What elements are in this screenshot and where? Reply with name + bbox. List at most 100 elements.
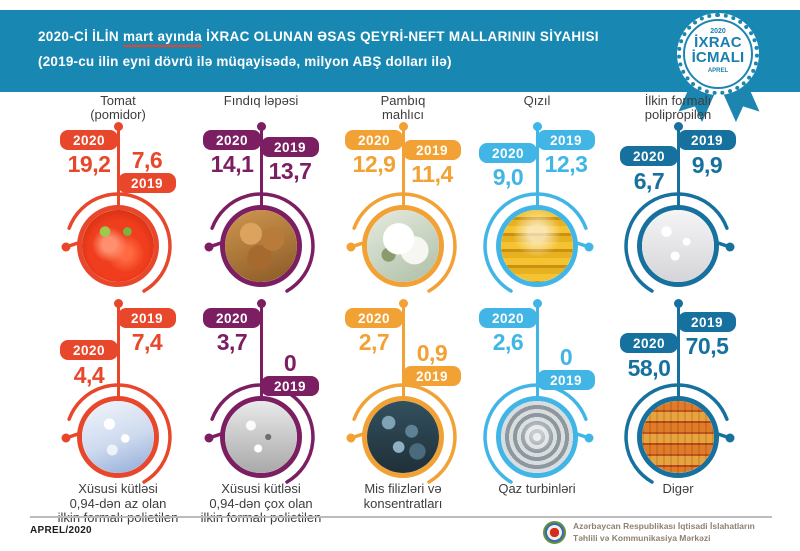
badge-month: APREL (707, 67, 729, 74)
value-2020: 14,1 (210, 151, 254, 177)
product-circle (61, 189, 175, 303)
product-card-gas-turbines: 2020 2,6 0 2019 Qaz turbinləri (465, 296, 609, 542)
value-2020: 58,0 (627, 355, 671, 381)
value-2019: 13,7 (268, 158, 312, 184)
deco-arc-icon (204, 192, 315, 293)
title-highlight: mart ayında (122, 29, 203, 47)
pole (535, 126, 539, 248)
pole (259, 126, 263, 248)
badge-year: 2020 (710, 28, 726, 35)
value-2020: 19,2 (67, 151, 111, 177)
deco-arc-icon (483, 192, 594, 293)
value-2019: 0,9 (416, 340, 448, 366)
product-title: Qızıl (523, 93, 551, 108)
export-review-badge: 2020 İXRAC İCMALI APREL (672, 13, 766, 121)
pole (116, 303, 120, 439)
year-tag-2019: 2019 (537, 370, 595, 390)
product-card-other: 2020 58,0 2019 70,5 Digər (606, 296, 750, 542)
product-card-copper-ore: 2020 2,7 0,9 2019 Mis filizləri və konse… (331, 296, 475, 542)
value-2019: 0 (559, 344, 573, 370)
product-circle (346, 380, 460, 494)
product-circle (621, 380, 735, 494)
title-prefix: 2020-Cİ İLİN (38, 29, 119, 44)
year-tag-2019: 2019 (118, 173, 176, 193)
year-tag-2020: 2020 (479, 308, 537, 328)
year-tag-2019: 2019 (261, 137, 319, 157)
polyethylene-high-granules-image (225, 401, 297, 473)
value-2020: 2,7 (358, 329, 390, 355)
deco-arc-icon (204, 383, 315, 484)
deco-arc-icon (624, 383, 735, 484)
year-tag-2020: 2020 (60, 130, 118, 150)
gas-turbine-image (501, 401, 573, 473)
product-card-polyethylene-low: 2020 4,4 2019 7,4 Xüsusi kütləsi 0,94-də… (46, 296, 190, 542)
year-tag-2019: 2019 (261, 376, 319, 396)
deco-arc-icon (346, 192, 457, 293)
pole (259, 303, 263, 439)
image-ring (637, 205, 719, 287)
product-label: Digər (662, 481, 694, 496)
year-tag-2019: 2019 (403, 366, 461, 386)
product-label: Qaz turbinləri (498, 481, 576, 496)
image-ring (77, 205, 159, 287)
year-tag-2020: 2020 (345, 308, 403, 328)
tomato-image (82, 210, 154, 282)
deco-arc-icon (61, 192, 172, 293)
product-card-gold: Qızıl 2020 9,0 2019 12,3 (465, 93, 609, 303)
value-2019: 7,4 (131, 329, 163, 355)
image-ring (220, 396, 302, 478)
year-tag-2019: 2019 (403, 140, 461, 160)
deco-arc-icon (624, 192, 735, 293)
product-label: Mis filizləri və konsentratları (363, 481, 443, 511)
product-circle (480, 380, 594, 494)
product-circle (204, 380, 318, 494)
title-suffix: İXRAC OLUNAN ƏSAS QEYRİ-NEFT MALLARININ … (206, 29, 599, 44)
value-2020: 9,0 (492, 164, 524, 190)
product-card-cotton: Pambıq mahlıcı 2020 12,9 2019 11,4 (331, 93, 475, 303)
cotton-image (367, 210, 439, 282)
header-band: 2020-Cİ İLİN mart ayında İXRAC OLUNAN ƏS… (0, 10, 800, 92)
value-2019: 12,3 (544, 151, 588, 177)
product-circle (621, 189, 735, 303)
deco-arc-icon (346, 383, 457, 484)
product-circle (480, 189, 594, 303)
badge-title-line2: İCMALI (691, 49, 745, 67)
value-2019: 11,4 (411, 161, 453, 187)
polyethylene-low-granules-image (82, 401, 154, 473)
product-title: Pambıq mahlıcı (380, 93, 426, 123)
organization: Azərbaycan Respublikası İqtisadi İslahat… (543, 521, 755, 544)
image-ring (220, 205, 302, 287)
image-ring (637, 396, 719, 478)
pole (676, 126, 680, 248)
footer-divider (30, 516, 772, 518)
product-title: İlkin formalı polipropilen (644, 93, 712, 123)
hazelnut-image (225, 210, 297, 282)
year-tag-2019: 2019 (537, 130, 595, 150)
org-name: Azərbaycan Respublikası İqtisadi İslahat… (573, 521, 755, 543)
value-2019: 70,5 (685, 333, 729, 359)
year-tag-2020: 2020 (60, 340, 118, 360)
page-title: 2020-Cİ İLİN mart ayında İXRAC OLUNAN ƏS… (38, 29, 599, 47)
value-2020: 2,6 (492, 329, 524, 355)
image-ring (496, 205, 578, 287)
image-ring (496, 396, 578, 478)
value-2020: 3,7 (216, 329, 248, 355)
year-tag-2020: 2020 (345, 130, 403, 150)
value-2019: 0 (283, 350, 297, 376)
deco-arc-icon (483, 383, 594, 484)
value-2019: 7,6 (131, 147, 163, 173)
year-tag-2019: 2019 (118, 308, 176, 328)
product-card-polypropylene: İlkin formalı polipropilen 2020 6,7 2019… (606, 93, 750, 303)
year-tag-2020: 2020 (479, 143, 537, 163)
image-ring (77, 396, 159, 478)
deco-arc-icon (61, 383, 172, 484)
pole (401, 126, 405, 248)
pole (676, 303, 680, 439)
image-ring (362, 396, 444, 478)
product-circle (346, 189, 460, 303)
value-2020: 6,7 (633, 168, 665, 194)
badge-circle: 2020 İXRAC İCMALI APREL (683, 19, 753, 89)
year-tag-2020: 2020 (620, 146, 678, 166)
gold-bars-image (501, 210, 573, 282)
